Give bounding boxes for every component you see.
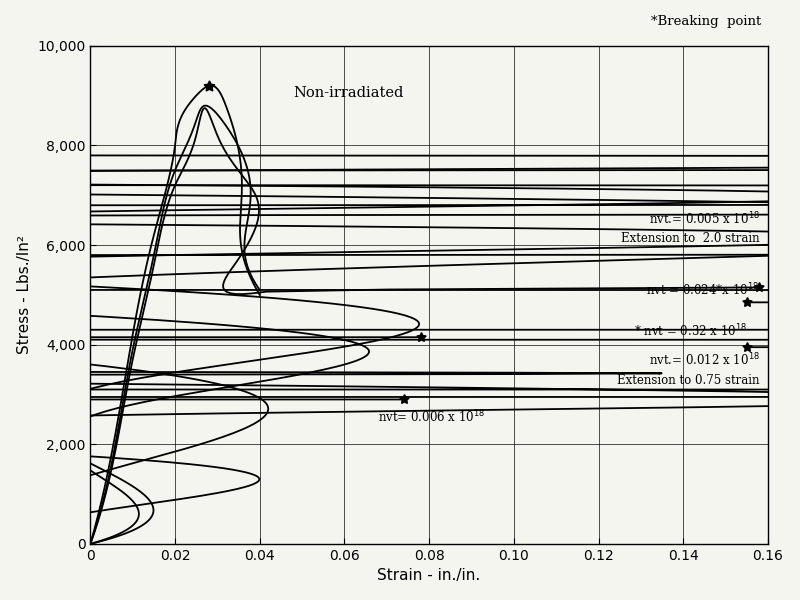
Y-axis label: Stress - Lbs./In²: Stress - Lbs./In² xyxy=(17,235,32,355)
Text: Non-irradiated: Non-irradiated xyxy=(294,86,404,100)
Text: * nvt = 0.32 x 10$^{18}$: * nvt = 0.32 x 10$^{18}$ xyxy=(634,322,746,339)
Text: nvt= 0.006 x 10$^{18}$: nvt= 0.006 x 10$^{18}$ xyxy=(378,409,486,425)
Text: nvt.= 0.012 x 10$^{18}$
Extension to 0.75 strain: nvt.= 0.012 x 10$^{18}$ Extension to 0.7… xyxy=(617,352,759,387)
Text: *Breaking  point: *Breaking point xyxy=(651,16,761,28)
Text: nvt = 0.024*x 10$^{18}$: nvt = 0.024*x 10$^{18}$ xyxy=(646,281,759,298)
Text: nvt.= 0.005 x 10$^{18}$
Extension to  2.0 strain: nvt.= 0.005 x 10$^{18}$ Extension to 2.0… xyxy=(621,210,759,245)
X-axis label: Strain - in./in.: Strain - in./in. xyxy=(378,568,481,583)
